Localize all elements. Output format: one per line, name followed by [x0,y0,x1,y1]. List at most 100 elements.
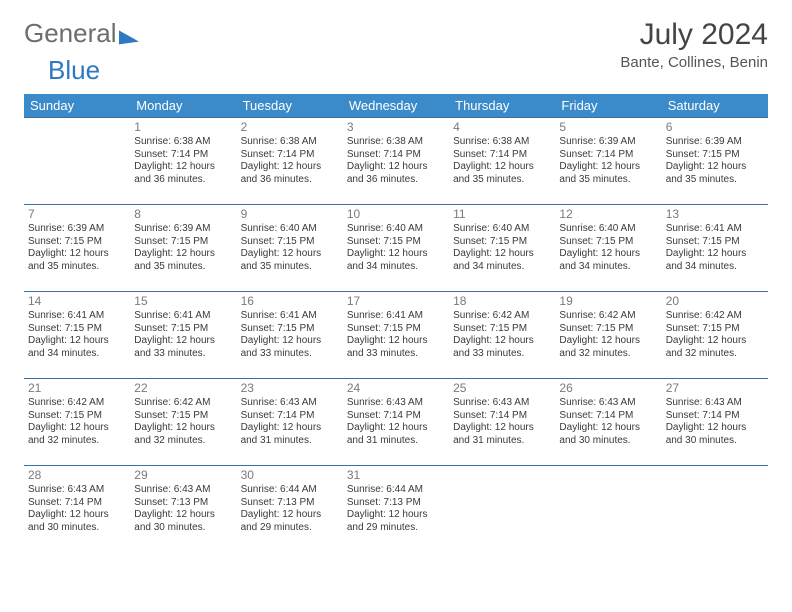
week-row: 28Sunrise: 6:43 AMSunset: 7:14 PMDayligh… [24,466,768,553]
sunrise-line: Sunrise: 6:41 AM [347,310,445,323]
sunset-line: Sunset: 7:15 PM [28,410,126,423]
day-cell: 8Sunrise: 6:39 AMSunset: 7:15 PMDaylight… [130,205,236,292]
sunrise-line: Sunrise: 6:40 AM [241,223,339,236]
day-cell: 9Sunrise: 6:40 AMSunset: 7:15 PMDaylight… [237,205,343,292]
day-number: 27 [666,381,764,396]
day-cell: 26Sunrise: 6:43 AMSunset: 7:14 PMDayligh… [555,379,661,466]
logo-triangle-icon [119,27,139,44]
daylight-line: Daylight: 12 hours and 34 minutes. [453,248,551,273]
sunrise-line: Sunrise: 6:43 AM [666,397,764,410]
sunrise-line: Sunrise: 6:43 AM [241,397,339,410]
sunset-line: Sunset: 7:14 PM [559,410,657,423]
day-cell: 3Sunrise: 6:38 AMSunset: 7:14 PMDaylight… [343,118,449,205]
day-cell: 31Sunrise: 6:44 AMSunset: 7:13 PMDayligh… [343,466,449,553]
day-number: 24 [347,381,445,396]
sunset-line: Sunset: 7:15 PM [453,236,551,249]
day-cell: 4Sunrise: 6:38 AMSunset: 7:14 PMDaylight… [449,118,555,205]
sunrise-line: Sunrise: 6:39 AM [28,223,126,236]
day-number: 14 [28,294,126,309]
daylight-line: Daylight: 12 hours and 32 minutes. [28,422,126,447]
sunset-line: Sunset: 7:15 PM [241,236,339,249]
page-title: July 2024 [620,18,768,52]
sunset-line: Sunset: 7:15 PM [134,323,232,336]
daylight-line: Daylight: 12 hours and 32 minutes. [666,335,764,360]
sunset-line: Sunset: 7:15 PM [453,323,551,336]
dow-row: Sunday Monday Tuesday Wednesday Thursday… [24,94,768,118]
day-number: 28 [28,468,126,483]
day-cell: 2Sunrise: 6:38 AMSunset: 7:14 PMDaylight… [237,118,343,205]
day-number: 31 [347,468,445,483]
sunrise-line: Sunrise: 6:39 AM [559,136,657,149]
logo: General [24,18,139,49]
daylight-line: Daylight: 12 hours and 33 minutes. [453,335,551,360]
sunrise-line: Sunrise: 6:44 AM [241,484,339,497]
daylight-line: Daylight: 12 hours and 36 minutes. [347,161,445,186]
day-cell: 21Sunrise: 6:42 AMSunset: 7:15 PMDayligh… [24,379,130,466]
day-cell: 18Sunrise: 6:42 AMSunset: 7:15 PMDayligh… [449,292,555,379]
day-number: 23 [241,381,339,396]
day-number: 3 [347,120,445,135]
day-cell: 14Sunrise: 6:41 AMSunset: 7:15 PMDayligh… [24,292,130,379]
week-row: 7Sunrise: 6:39 AMSunset: 7:15 PMDaylight… [24,205,768,292]
sunrise-line: Sunrise: 6:42 AM [134,397,232,410]
logo-text-1: General [24,18,117,49]
sunset-line: Sunset: 7:15 PM [666,323,764,336]
day-cell: 10Sunrise: 6:40 AMSunset: 7:15 PMDayligh… [343,205,449,292]
sunset-line: Sunset: 7:14 PM [241,410,339,423]
day-cell: 1Sunrise: 6:38 AMSunset: 7:14 PMDaylight… [130,118,236,205]
day-number: 1 [134,120,232,135]
daylight-line: Daylight: 12 hours and 31 minutes. [347,422,445,447]
day-cell: 16Sunrise: 6:41 AMSunset: 7:15 PMDayligh… [237,292,343,379]
day-cell [662,466,768,553]
daylight-line: Daylight: 12 hours and 31 minutes. [453,422,551,447]
sunset-line: Sunset: 7:13 PM [347,497,445,510]
daylight-line: Daylight: 12 hours and 34 minutes. [666,248,764,273]
sunrise-line: Sunrise: 6:43 AM [28,484,126,497]
day-cell: 25Sunrise: 6:43 AMSunset: 7:14 PMDayligh… [449,379,555,466]
day-cell: 11Sunrise: 6:40 AMSunset: 7:15 PMDayligh… [449,205,555,292]
daylight-line: Daylight: 12 hours and 33 minutes. [241,335,339,360]
sunset-line: Sunset: 7:14 PM [134,149,232,162]
day-number: 30 [241,468,339,483]
day-number: 13 [666,207,764,222]
sunset-line: Sunset: 7:15 PM [28,236,126,249]
day-cell: 15Sunrise: 6:41 AMSunset: 7:15 PMDayligh… [130,292,236,379]
sunset-line: Sunset: 7:13 PM [241,497,339,510]
sunset-line: Sunset: 7:14 PM [241,149,339,162]
day-number: 17 [347,294,445,309]
day-number: 15 [134,294,232,309]
sunset-line: Sunset: 7:15 PM [666,149,764,162]
sunrise-line: Sunrise: 6:38 AM [347,136,445,149]
day-number: 29 [134,468,232,483]
sunset-line: Sunset: 7:14 PM [347,149,445,162]
day-number: 19 [559,294,657,309]
dow-tuesday: Tuesday [237,94,343,118]
day-cell: 13Sunrise: 6:41 AMSunset: 7:15 PMDayligh… [662,205,768,292]
daylight-line: Daylight: 12 hours and 36 minutes. [134,161,232,186]
day-number: 2 [241,120,339,135]
day-cell: 28Sunrise: 6:43 AMSunset: 7:14 PMDayligh… [24,466,130,553]
daylight-line: Daylight: 12 hours and 35 minutes. [28,248,126,273]
calendar-page: General July 2024 Bante, Collines, Benin… [0,0,792,570]
sunrise-line: Sunrise: 6:42 AM [453,310,551,323]
day-number: 25 [453,381,551,396]
sunrise-line: Sunrise: 6:41 AM [666,223,764,236]
day-cell: 17Sunrise: 6:41 AMSunset: 7:15 PMDayligh… [343,292,449,379]
day-number: 12 [559,207,657,222]
sunset-line: Sunset: 7:14 PM [453,149,551,162]
day-number: 18 [453,294,551,309]
daylight-line: Daylight: 12 hours and 30 minutes. [28,509,126,534]
daylight-line: Daylight: 12 hours and 29 minutes. [241,509,339,534]
day-cell: 5Sunrise: 6:39 AMSunset: 7:14 PMDaylight… [555,118,661,205]
dow-friday: Friday [555,94,661,118]
sunset-line: Sunset: 7:15 PM [241,323,339,336]
sunset-line: Sunset: 7:14 PM [453,410,551,423]
sunrise-line: Sunrise: 6:40 AM [559,223,657,236]
page-subtitle: Bante, Collines, Benin [620,54,768,71]
daylight-line: Daylight: 12 hours and 30 minutes. [134,509,232,534]
sunrise-line: Sunrise: 6:40 AM [347,223,445,236]
day-cell: 22Sunrise: 6:42 AMSunset: 7:15 PMDayligh… [130,379,236,466]
sunrise-line: Sunrise: 6:41 AM [28,310,126,323]
daylight-line: Daylight: 12 hours and 33 minutes. [134,335,232,360]
sunset-line: Sunset: 7:13 PM [134,497,232,510]
